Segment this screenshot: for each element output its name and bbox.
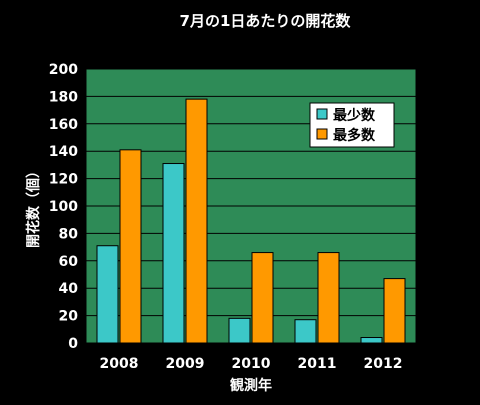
bars: [96, 98, 406, 344]
legend-label-min: 最少数: [333, 107, 376, 124]
bar-2009-max: [185, 98, 208, 344]
y-tick-label: 100: [49, 199, 78, 215]
x-tick-label: 2010: [232, 356, 271, 372]
x-axis-label: 観測年: [230, 377, 272, 394]
bar-2012-max: [383, 278, 406, 344]
bar-2010-max: [251, 252, 274, 344]
chart-title: 7月の1日あたりの開花数: [180, 12, 352, 30]
legend-label-max: 最多数: [333, 127, 376, 144]
y-tick-label: 180: [49, 89, 78, 105]
legend: 最少数 最多数: [309, 102, 395, 148]
bar-2009-min: [162, 163, 185, 344]
x-axis-ticks: 2008 2009 2010 2011 2012: [100, 356, 403, 372]
x-tick-label: 2009: [166, 356, 205, 372]
bar-2011-max: [317, 252, 340, 344]
bar-2008-min: [96, 245, 119, 344]
y-tick-label: 140: [49, 144, 78, 160]
bar-2008-max: [119, 149, 142, 344]
bar-2010-min: [228, 317, 251, 344]
y-tick-label: 160: [49, 117, 78, 133]
y-tick-label: 60: [59, 254, 79, 270]
legend-swatch-min: [316, 108, 328, 120]
x-tick-label: 2012: [364, 356, 403, 372]
y-tick-label: 20: [59, 309, 79, 325]
legend-swatch-max: [316, 128, 328, 140]
y-tick-label: 40: [59, 281, 79, 297]
y-tick-label: 120: [49, 172, 78, 188]
y-tick-label: 80: [59, 226, 79, 242]
y-axis-label: 開花数（個）: [25, 164, 42, 248]
y-tick-label: 200: [49, 62, 78, 78]
x-tick-label: 2008: [100, 356, 139, 372]
y-axis-ticks: 0 20 40 60 80 100 120 140 160 180 200: [49, 62, 78, 352]
x-tick-label: 2011: [298, 356, 337, 372]
y-tick-label: 0: [68, 336, 78, 352]
bar-2011-min: [294, 319, 317, 344]
bar-2012-min: [360, 337, 383, 344]
